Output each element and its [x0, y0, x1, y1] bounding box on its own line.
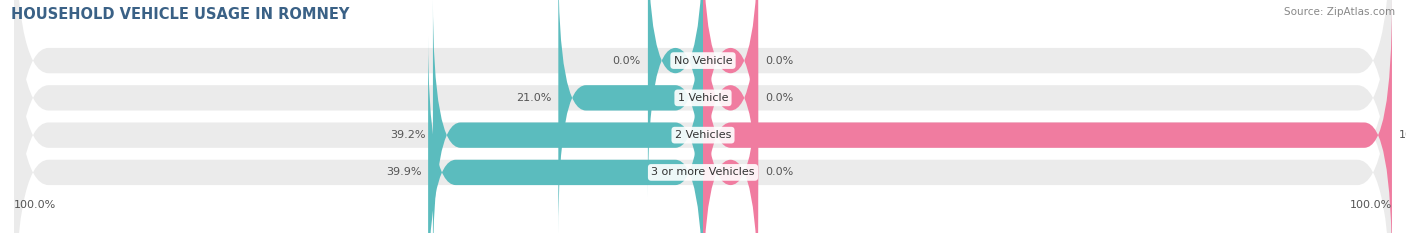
Text: HOUSEHOLD VEHICLE USAGE IN ROMNEY: HOUSEHOLD VEHICLE USAGE IN ROMNEY [11, 7, 350, 22]
FancyBboxPatch shape [14, 0, 1392, 233]
Text: No Vehicle: No Vehicle [673, 56, 733, 65]
Text: Source: ZipAtlas.com: Source: ZipAtlas.com [1284, 7, 1395, 17]
Text: 100.0%: 100.0% [14, 200, 56, 210]
Text: 21.0%: 21.0% [516, 93, 551, 103]
FancyBboxPatch shape [648, 0, 703, 197]
FancyBboxPatch shape [703, 36, 758, 233]
Text: 0.0%: 0.0% [765, 93, 793, 103]
FancyBboxPatch shape [427, 36, 703, 233]
Text: 0.0%: 0.0% [613, 56, 641, 65]
Text: 1 Vehicle: 1 Vehicle [678, 93, 728, 103]
Text: 3 or more Vehicles: 3 or more Vehicles [651, 168, 755, 177]
Text: 39.9%: 39.9% [385, 168, 422, 177]
FancyBboxPatch shape [14, 0, 1392, 233]
FancyBboxPatch shape [703, 0, 1392, 233]
FancyBboxPatch shape [14, 0, 1392, 233]
Text: 100.0%: 100.0% [1399, 130, 1406, 140]
FancyBboxPatch shape [703, 0, 758, 233]
Text: 39.2%: 39.2% [391, 130, 426, 140]
FancyBboxPatch shape [433, 0, 703, 233]
Text: 2 Vehicles: 2 Vehicles [675, 130, 731, 140]
Text: 100.0%: 100.0% [1350, 200, 1392, 210]
FancyBboxPatch shape [14, 0, 1392, 233]
FancyBboxPatch shape [703, 0, 758, 197]
FancyBboxPatch shape [558, 0, 703, 233]
Text: 0.0%: 0.0% [765, 168, 793, 177]
Text: 0.0%: 0.0% [765, 56, 793, 65]
